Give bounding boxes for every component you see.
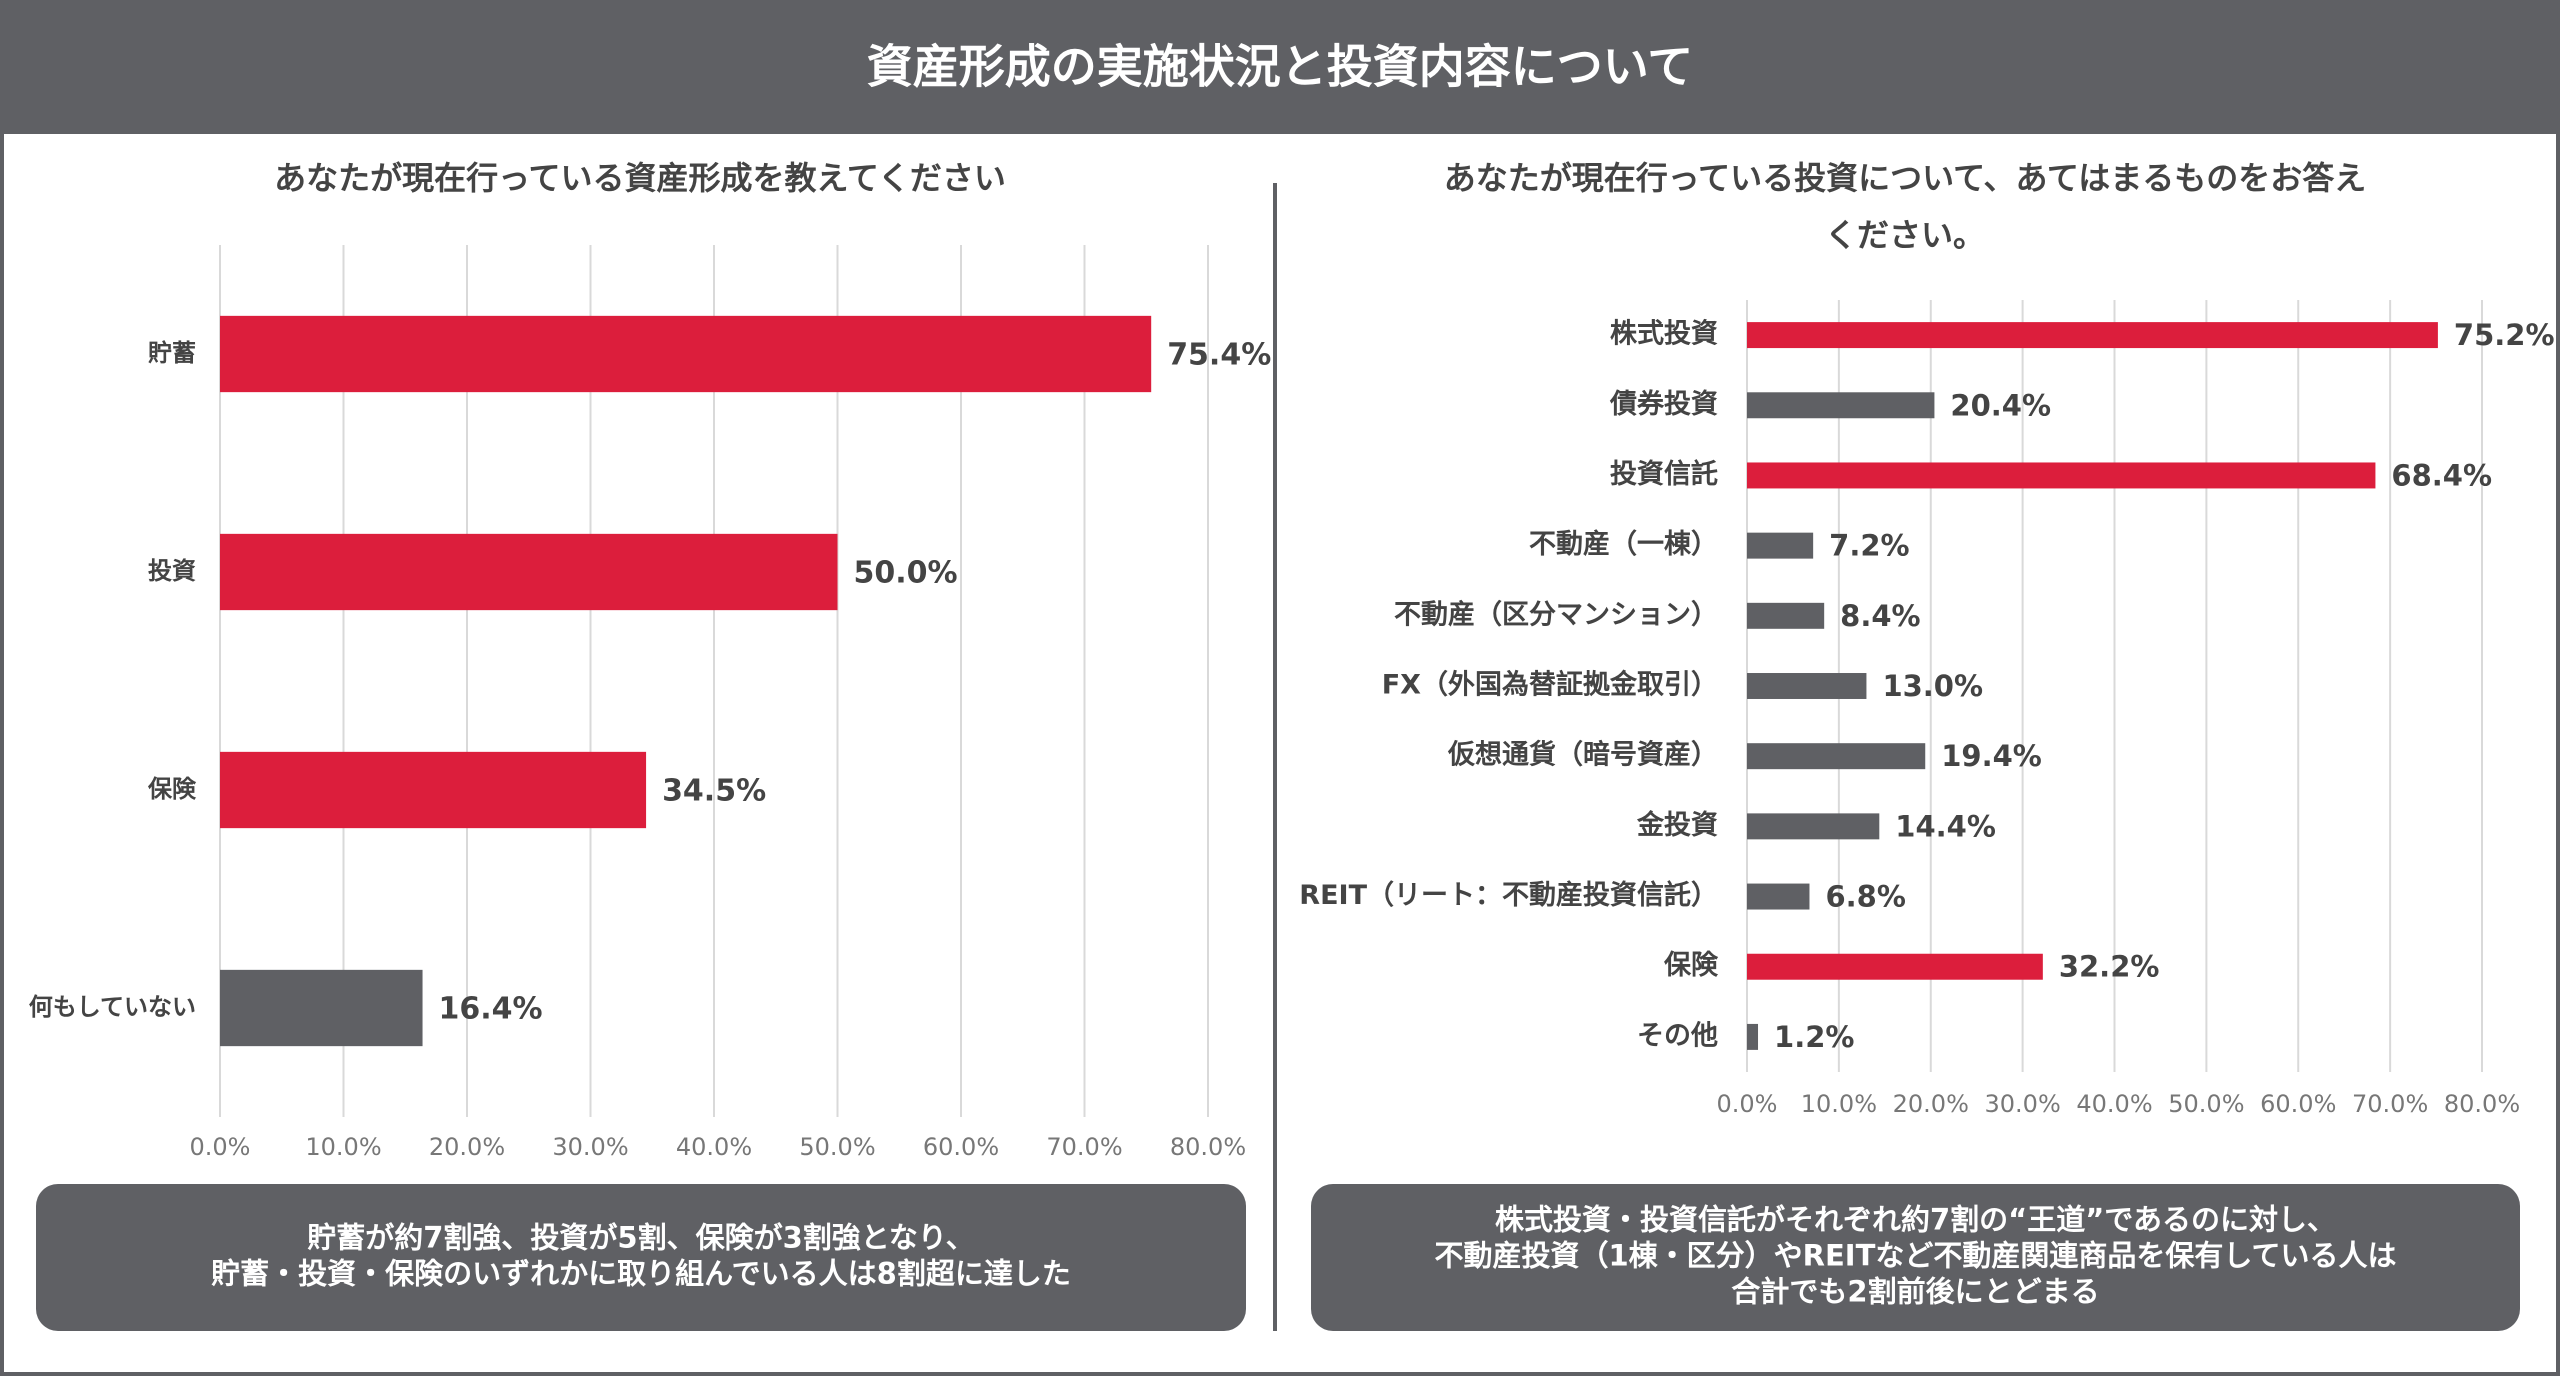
value-label: 6.8% [1825, 880, 1905, 914]
x-tick-label: 30.0% [1985, 1090, 2061, 1118]
category-label: 貯蓄 [148, 339, 196, 367]
x-tick-label: 40.0% [2076, 1090, 2152, 1118]
value-label: 20.4% [1950, 388, 2051, 422]
caption-box [1311, 1184, 2520, 1331]
x-tick-label: 50.0% [2168, 1090, 2244, 1118]
bar [220, 315, 1152, 393]
category-label: その他 [1637, 1020, 1718, 1051]
value-label: 75.2% [2454, 318, 2555, 352]
x-tick-label: 80.0% [1170, 1133, 1246, 1161]
bar [1747, 602, 1825, 629]
value-label: 16.4% [439, 992, 543, 1027]
bar [1747, 953, 2043, 980]
caption-box [36, 1184, 1246, 1331]
caption-line: 合計でも2割前後にとどまる [1731, 1275, 2099, 1309]
bar [1747, 1023, 1759, 1050]
chart-title: ください。 [1825, 216, 1985, 254]
value-label: 75.4% [1167, 338, 1271, 373]
x-tick-label: 50.0% [799, 1133, 875, 1161]
x-tick-label: 60.0% [923, 1133, 999, 1161]
x-tick-label: 10.0% [305, 1133, 381, 1161]
x-tick-label: 10.0% [1801, 1090, 1877, 1118]
value-label: 8.4% [1840, 599, 1920, 633]
bar [220, 533, 838, 611]
category-label: 金投資 [1636, 809, 1718, 841]
x-tick-label: 20.0% [429, 1133, 505, 1161]
value-label: 7.2% [1829, 529, 1909, 563]
caption-line: 株式投資・投資信託がそれぞれ約7割の“王道”であるのに対し、 [1495, 1203, 2336, 1237]
category-label: FX（外国為替証拠金取引） [1382, 669, 1718, 701]
value-label: 14.4% [1895, 809, 1996, 843]
bar [1747, 392, 1935, 419]
x-tick-label: 80.0% [2444, 1090, 2520, 1118]
bar [1747, 813, 1880, 840]
x-tick-label: 60.0% [2260, 1090, 2336, 1118]
value-label: 50.0% [854, 556, 958, 591]
category-label: 投資信託 [1610, 458, 1718, 490]
value-label: 68.4% [2391, 458, 2492, 492]
bar [1747, 883, 1810, 910]
bar [1747, 673, 1867, 699]
x-tick-label: 0.0% [190, 1133, 251, 1161]
category-label: 株式投資 [1610, 319, 1718, 350]
bar [1747, 322, 2438, 349]
value-label: 32.2% [2059, 950, 2160, 984]
category-label: REIT（リート：不動産投資信託） [1299, 879, 1718, 911]
category-label: 保険 [147, 775, 197, 803]
chart-title: あなたが現在行っている資産形成を教えてください [274, 159, 1006, 197]
category-label: 何もしていない [29, 993, 196, 1021]
x-tick-label: 0.0% [1717, 1090, 1778, 1118]
category-label: 仮想通貨（暗号資産） [1447, 739, 1718, 771]
value-label: 1.2% [1774, 1020, 1854, 1054]
bar [1747, 743, 1926, 770]
x-tick-label: 40.0% [676, 1133, 752, 1161]
category-label: 不動産（区分マンション） [1394, 598, 1718, 630]
bar [1747, 532, 1814, 559]
x-tick-label: 70.0% [1046, 1133, 1122, 1161]
bar [1747, 462, 2376, 489]
value-label: 34.5% [662, 774, 766, 809]
x-tick-label: 70.0% [2352, 1090, 2428, 1118]
bar [220, 751, 647, 829]
value-label: 13.0% [1882, 669, 1983, 703]
category-label: 不動産（一棟） [1529, 528, 1718, 560]
header-bar [0, 0, 2560, 134]
chart-title: あなたが現在行っている投資について、あてはまるものをお答え [1444, 159, 2367, 197]
caption-line: 貯蓄・投資・保険のいずれかに取り組んでいる人は8割超に達した [211, 1257, 1071, 1291]
caption-line: 不動産投資（1棟・区分）やREITなど不動産関連商品を保有している人は [1434, 1239, 2396, 1273]
value-label: 19.4% [1941, 739, 2042, 773]
caption-line: 貯蓄が約7割強、投資が5割、保険が3割強となり、 [307, 1221, 975, 1255]
x-tick-label: 30.0% [552, 1133, 628, 1161]
header-title: 資産形成の実施状況と投資内容について [867, 40, 1694, 94]
category-label: 保険 [1663, 950, 1719, 981]
category-label: 投資 [148, 557, 196, 585]
x-tick-label: 20.0% [1893, 1090, 1969, 1118]
category-label: 債券投資 [1609, 388, 1718, 420]
bar [220, 969, 423, 1047]
